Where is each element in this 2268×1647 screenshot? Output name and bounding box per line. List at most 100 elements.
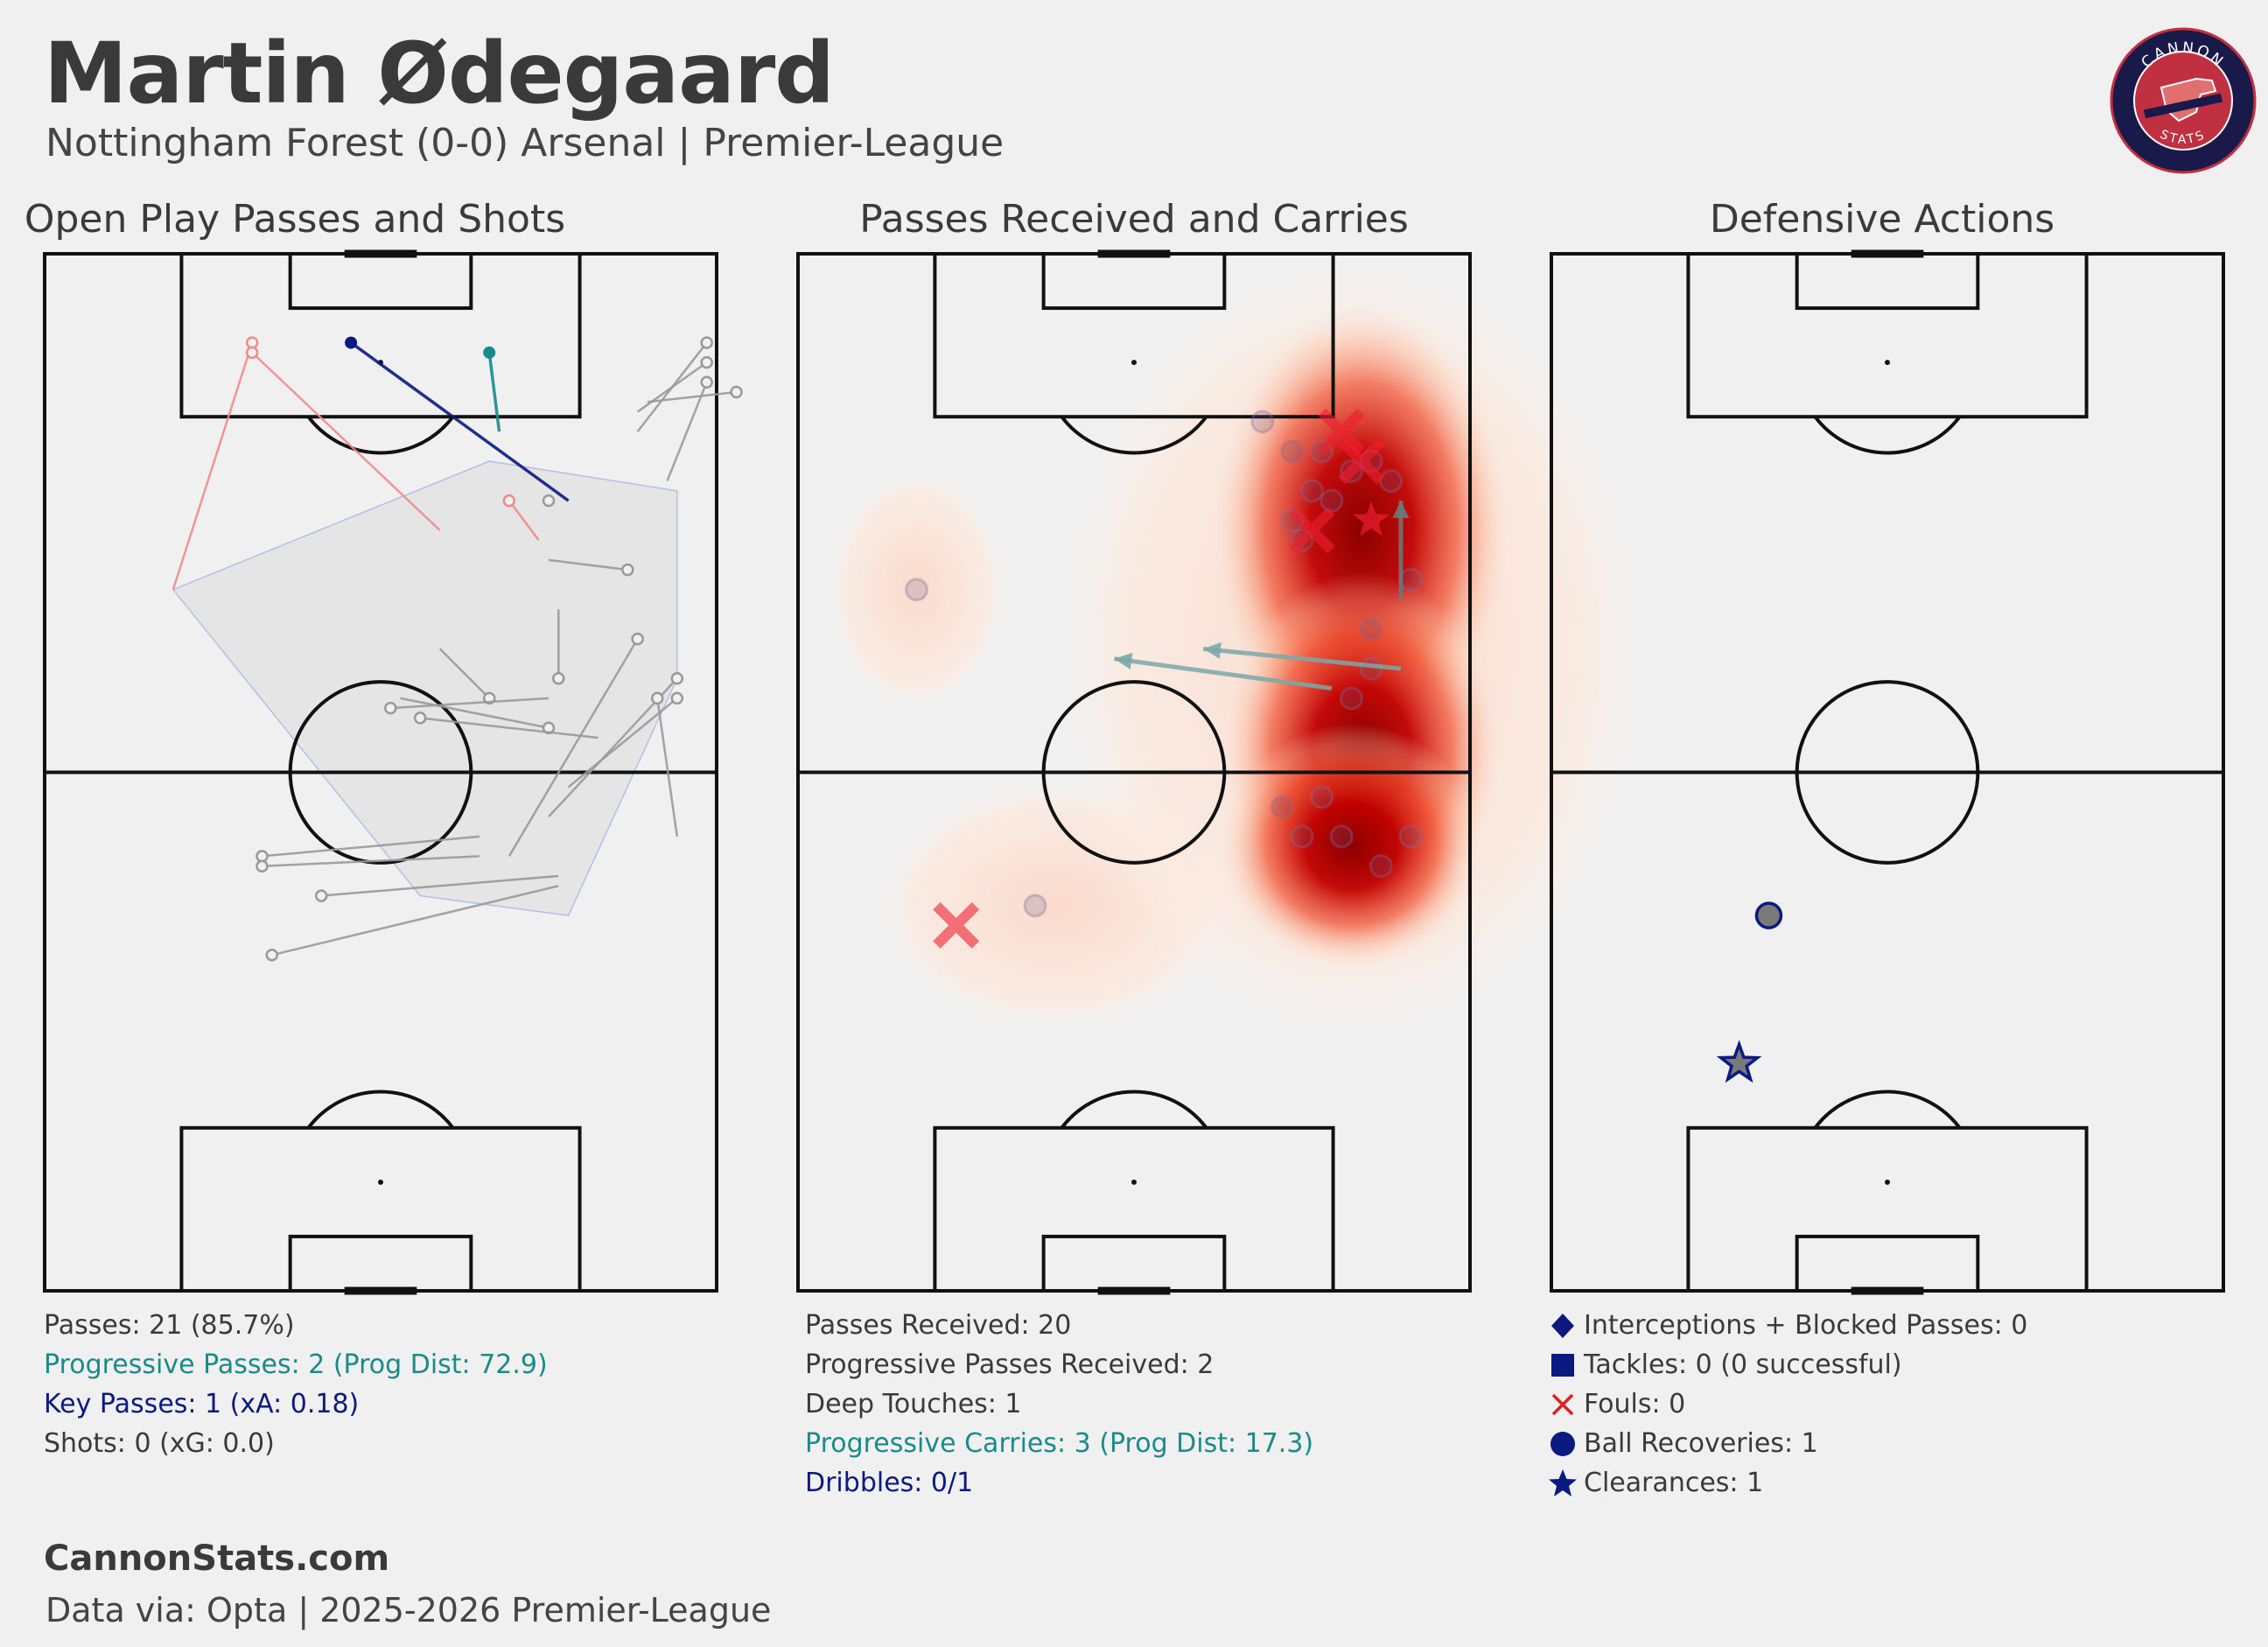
received-point bbox=[1250, 410, 1275, 434]
penalty-arc bbox=[306, 416, 455, 455]
pass-line bbox=[321, 874, 559, 897]
received-point bbox=[1339, 686, 1363, 711]
legend-clearances: Clearances: 1 bbox=[1547, 1463, 2027, 1503]
legend-tackles-label: Tackles: 0 (0 successful) bbox=[1584, 1349, 1902, 1380]
carry-arrowhead bbox=[1203, 641, 1222, 659]
penalty-arc bbox=[1060, 1090, 1208, 1129]
panel-title-received: Passes Received and Carries bbox=[859, 197, 1409, 242]
stat-passes: Passes: 21 (85.7%) bbox=[44, 1310, 295, 1341]
received-point bbox=[1368, 854, 1393, 879]
pass-end-marker bbox=[621, 563, 634, 577]
panel-title-passes: Open Play Passes and Shots bbox=[24, 197, 566, 242]
received-point bbox=[1359, 656, 1383, 681]
site-name: CannonStats.com bbox=[44, 1538, 390, 1579]
pass-end-marker bbox=[631, 632, 644, 646]
pass-end-marker bbox=[384, 701, 397, 715]
pass-line bbox=[487, 352, 501, 432]
pass-end-marker bbox=[502, 494, 516, 508]
penalty-arc bbox=[1813, 416, 1962, 455]
pass-end-marker bbox=[730, 385, 743, 399]
legend-fouls: Fouls: 0 bbox=[1547, 1384, 2027, 1424]
legend-defensive: Interceptions + Blocked Passes: 0 Tackle… bbox=[1547, 1306, 2027, 1503]
stat-prog-passes-received: Progressive Passes Received: 2 bbox=[805, 1349, 1214, 1380]
received-point bbox=[1379, 469, 1404, 494]
legend-clearances-label: Clearances: 1 bbox=[1584, 1468, 1764, 1498]
pass-line bbox=[666, 382, 708, 482]
foul-won-marker bbox=[1318, 408, 1365, 455]
legend-interceptions: Interceptions + Blocked Passes: 0 bbox=[1547, 1306, 2027, 1345]
foul-won-marker bbox=[1338, 438, 1385, 485]
pass-line bbox=[172, 342, 254, 591]
pass-line bbox=[655, 697, 679, 838]
pass-end-marker bbox=[542, 494, 556, 508]
penalty-box bbox=[1686, 252, 2089, 419]
centre-circle bbox=[1795, 680, 1980, 865]
circle-icon bbox=[1550, 1431, 1575, 1456]
pass-end-marker bbox=[265, 949, 279, 962]
pass-line bbox=[548, 558, 628, 571]
pass-end-marker bbox=[314, 889, 328, 902]
stat-key-passes: Key Passes: 1 (xA: 0.18) bbox=[44, 1389, 360, 1419]
pass-line bbox=[251, 351, 441, 531]
penalty-box bbox=[179, 252, 582, 419]
cannonstats-logo: CANNON STATS bbox=[2110, 27, 2257, 174]
pass-end-marker bbox=[413, 711, 427, 725]
legend-fouls-label: Fouls: 0 bbox=[1584, 1389, 1686, 1419]
panel-title-defensive: Defensive Actions bbox=[1709, 197, 2055, 242]
received-point bbox=[1299, 479, 1324, 503]
penalty-spot bbox=[1885, 1179, 1890, 1185]
six-yard-box bbox=[1795, 1234, 1980, 1293]
received-point bbox=[1290, 824, 1314, 849]
pass-end-marker bbox=[650, 691, 664, 705]
six-yard-box bbox=[288, 1234, 473, 1293]
pass-end-marker bbox=[700, 355, 713, 369]
penalty-arc bbox=[1060, 416, 1208, 455]
carry-line bbox=[1202, 646, 1402, 671]
legend-interceptions-label: Interceptions + Blocked Passes: 0 bbox=[1584, 1310, 2028, 1341]
pass-end-marker bbox=[483, 346, 496, 359]
six-yard-box bbox=[1041, 252, 1227, 311]
received-point bbox=[1023, 894, 1047, 918]
pass-line bbox=[636, 361, 708, 413]
carry-arrowhead bbox=[1392, 501, 1410, 518]
six-yard-box bbox=[1041, 1234, 1227, 1293]
pass-hull bbox=[172, 460, 678, 916]
recovery-marker bbox=[1754, 901, 1783, 929]
pass-end-marker bbox=[670, 672, 684, 685]
pitch-received bbox=[796, 249, 1641, 1295]
logo-bottom-text: STATS bbox=[2158, 128, 2208, 147]
stat-passes-received: Passes Received: 20 bbox=[805, 1310, 1072, 1341]
stats-passes: Passes: 21 (85.7%) Progressive Passes: 2… bbox=[44, 1306, 548, 1463]
pass-end-marker bbox=[700, 375, 713, 389]
penalty-box bbox=[1686, 1125, 2089, 1293]
penalty-spot bbox=[1131, 360, 1137, 366]
data-source: Data via: Opta | 2025-2026 Premier-Leagu… bbox=[46, 1591, 772, 1629]
penalty-spot bbox=[1885, 360, 1890, 366]
six-yard-box bbox=[1795, 252, 1980, 311]
pass-end-marker bbox=[245, 346, 259, 360]
pass-line bbox=[271, 885, 559, 957]
pass-line bbox=[647, 390, 737, 403]
player-name: Martin Ødegaard bbox=[44, 25, 835, 123]
pass-line bbox=[262, 855, 480, 867]
pass-line bbox=[400, 697, 550, 729]
legend-recoveries: Ball Recoveries: 1 bbox=[1547, 1424, 2027, 1463]
legend-recoveries-label: Ball Recoveries: 1 bbox=[1584, 1428, 1818, 1459]
received-point bbox=[905, 578, 929, 602]
pass-line bbox=[508, 500, 540, 542]
heat-blob bbox=[1220, 724, 1483, 970]
foul-won-marker bbox=[933, 901, 980, 949]
match-subtitle: Nottingham Forest (0-0) Arsenal | Premie… bbox=[46, 121, 1004, 165]
carry-line bbox=[1114, 656, 1333, 691]
pitch-passes bbox=[43, 249, 743, 1295]
pass-line bbox=[508, 638, 639, 858]
centre-circle bbox=[288, 680, 473, 865]
foul-won-marker bbox=[1288, 507, 1335, 554]
penalty-spot bbox=[1131, 1179, 1137, 1185]
penalty-arc bbox=[306, 1090, 455, 1129]
received-point bbox=[1398, 824, 1423, 849]
stat-shots: Shots: 0 (xG: 0.0) bbox=[44, 1428, 275, 1459]
pass-end-marker bbox=[670, 691, 684, 705]
pitch-defensive bbox=[1550, 249, 2225, 1295]
